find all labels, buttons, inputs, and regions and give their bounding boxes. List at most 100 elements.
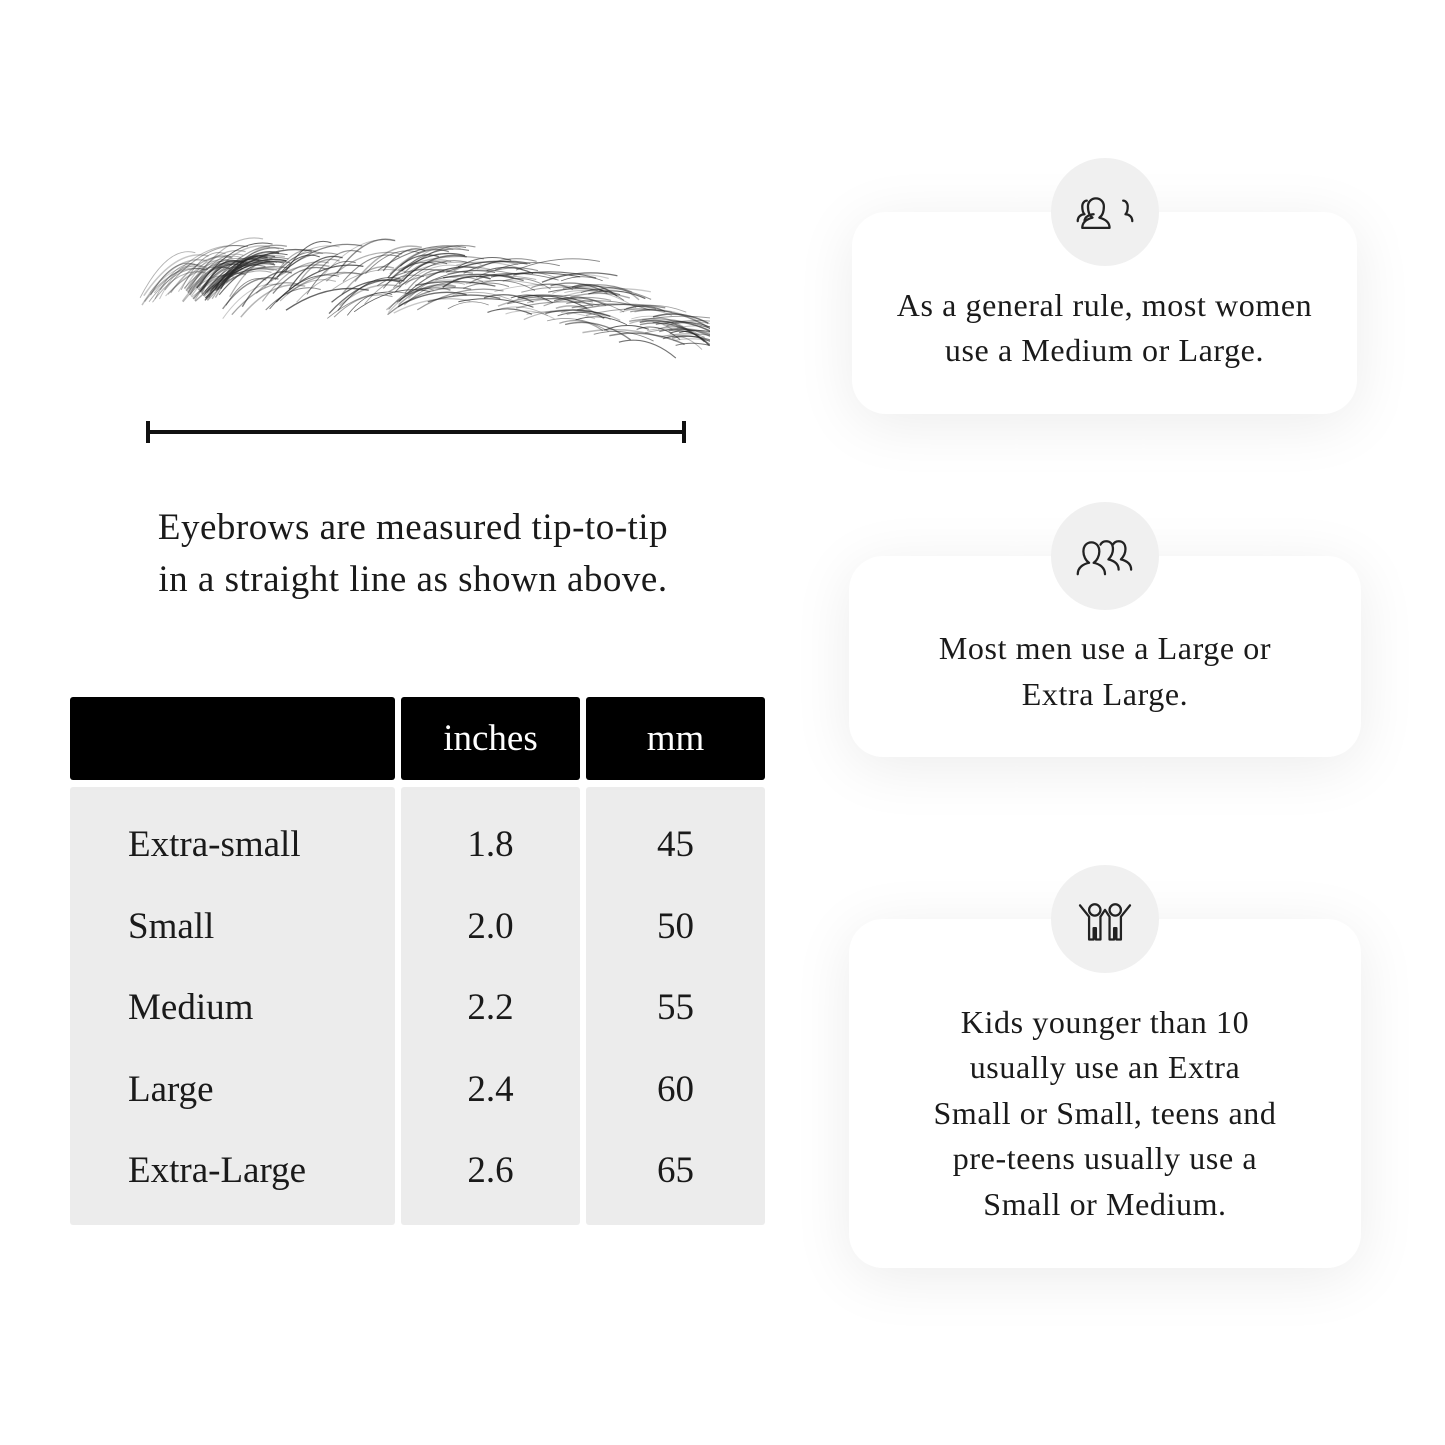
cell-inches: 2.4	[467, 1068, 514, 1110]
info-card: As a general rule, most women use a Mediu…	[852, 212, 1357, 414]
eyebrow-hair	[559, 320, 604, 332]
eyebrow-hair	[154, 263, 199, 300]
eyebrow-hair	[185, 250, 246, 291]
card-text: Kids younger than 10 usually use an Extra…	[934, 1000, 1277, 1228]
eyebrow-hair	[189, 253, 244, 295]
cell-mm: 50	[657, 905, 694, 947]
eyebrow-hair	[143, 254, 209, 297]
eyebrow-hair	[139, 251, 196, 299]
eyebrow-hair	[346, 292, 393, 316]
eyebrow-hair	[415, 280, 496, 287]
eyebrow-hair	[306, 261, 356, 295]
eyebrow-hair	[276, 254, 320, 278]
eyebrow-hair	[331, 279, 401, 303]
card-text-line: usually use an Extra	[969, 1049, 1241, 1086]
eyebrow-hair	[342, 254, 400, 282]
men-group-icon	[1076, 540, 1133, 576]
caption-line: Eyebrows are measured tip-to-tip	[157, 507, 669, 548]
eyebrow-hair	[598, 286, 640, 301]
eyebrow-hair	[231, 282, 299, 316]
eyebrow-hair	[588, 290, 646, 300]
eyebrow-hair	[141, 259, 208, 306]
eyebrow-hair	[427, 294, 501, 303]
eyebrow-hair	[647, 327, 710, 334]
eyebrow-hair	[353, 289, 431, 313]
eyebrow-hair	[566, 300, 650, 311]
eyebrow-hair	[404, 264, 464, 286]
eyebrow-hair	[564, 321, 632, 341]
eyebrow-hair	[403, 282, 466, 306]
eyebrow-hair	[203, 268, 274, 297]
cell-mm: 45	[657, 824, 694, 865]
eyebrow-hair	[205, 259, 271, 299]
eyebrow-hair	[531, 283, 574, 291]
eyebrow-hair	[502, 278, 551, 290]
eyebrow-hair	[388, 287, 434, 310]
eyebrow-hair	[177, 260, 225, 292]
eyebrow-hair	[201, 259, 239, 294]
measurement-line	[146, 421, 686, 443]
eyebrow-hair	[399, 248, 450, 267]
header-mm: mm	[586, 697, 765, 780]
eyebrow-hair	[523, 309, 591, 321]
eyebrow-hair	[416, 288, 504, 311]
eyebrow-hair	[398, 266, 477, 302]
eyebrow-hair	[435, 275, 484, 283]
cell-inches: 2.2	[467, 987, 514, 1028]
eyebrow-hair	[570, 292, 630, 299]
eyebrow-hair	[333, 294, 393, 318]
eyebrow-hair	[404, 268, 451, 294]
eyebrow-hair	[408, 276, 462, 300]
eyebrow-hair	[604, 324, 649, 331]
eyebrow-hair	[574, 284, 633, 293]
eyebrow-hair	[644, 329, 705, 338]
eyebrow-hair	[204, 266, 290, 299]
eyebrow-hair	[486, 266, 534, 275]
eyebrow-hair	[526, 310, 596, 320]
measurement-caption: Eyebrows are measured tip-to-tip in a st…	[90, 502, 736, 606]
eyebrow-hair	[452, 291, 515, 302]
eyebrow-hair	[187, 258, 229, 294]
kids-icon-badge	[1051, 865, 1159, 973]
eyebrow-illustration	[139, 237, 710, 359]
eyebrow-hair	[586, 308, 673, 316]
eyebrow-hair	[463, 282, 510, 289]
eyebrow-hair	[149, 265, 204, 293]
eyebrow-hair	[403, 261, 448, 281]
eyebrow-hair	[629, 318, 710, 332]
eyebrow-hair	[184, 254, 232, 290]
eyebrow-hair	[668, 328, 710, 336]
eyebrow-hair	[490, 272, 581, 278]
eyebrow-hair	[564, 290, 637, 309]
cell-size: Small	[128, 905, 215, 947]
eyebrow-hair	[480, 280, 536, 291]
eyebrow-hair	[255, 264, 330, 294]
eyebrow-hair	[609, 332, 685, 346]
eyebrow-hair	[545, 309, 611, 318]
eyebrow-hair	[365, 250, 420, 274]
info-card: Kids younger than 10 usually use an Extra…	[849, 919, 1361, 1268]
eyebrow-hair	[193, 255, 276, 300]
eyebrow-hair	[150, 262, 196, 296]
eyebrow-hair	[159, 263, 202, 300]
eyebrow-hair	[515, 301, 600, 309]
eyebrow-hair	[299, 258, 340, 282]
cell-mm: 55	[657, 987, 694, 1028]
eyebrow-hair	[218, 261, 285, 296]
eyebrow-hair	[398, 283, 457, 306]
eyebrow-hair	[339, 284, 402, 307]
eyebrow-hair	[453, 260, 519, 272]
eyebrow-hair	[225, 246, 280, 284]
cell-inches: 2.6	[467, 1150, 514, 1191]
eyebrow-hair	[623, 305, 666, 312]
eyebrow-hair	[354, 245, 422, 283]
card-text-line: Most men use a Large or	[938, 630, 1272, 666]
eyebrow-hair	[152, 271, 207, 303]
eyebrow-hair	[265, 287, 321, 311]
eyebrow-hair	[571, 303, 657, 310]
eyebrow-hair	[564, 287, 651, 297]
eyebrow-hair	[671, 335, 710, 341]
eyebrow-hair	[364, 274, 425, 305]
card-text: Most men use a Large or Extra Large.	[939, 626, 1271, 717]
column-size	[70, 787, 395, 1225]
